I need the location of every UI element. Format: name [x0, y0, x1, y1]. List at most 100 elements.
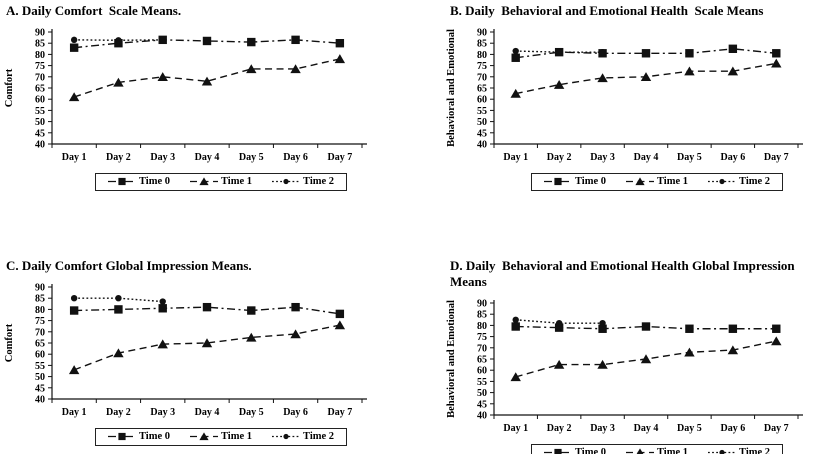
x-tick-label: Day 6 — [720, 152, 745, 163]
time-1-marker — [684, 347, 695, 357]
panel-a-legend-row: Time 0 Time 1 Time 2 — [4, 173, 412, 191]
time-2-marker — [555, 48, 563, 56]
y-tick-label: 85 — [35, 39, 45, 50]
panel-d-legend: Time 0 Time 1 Time 2 — [530, 444, 784, 454]
x-tick-label: Day 1 — [503, 423, 528, 434]
time-1-marker — [246, 64, 257, 74]
square-legend-marker-icon — [543, 177, 572, 186]
time-1-marker — [684, 66, 695, 76]
time-0-marker — [291, 302, 300, 312]
time-1-marker — [157, 339, 168, 349]
y-tick-label: 75 — [477, 61, 487, 72]
time-0-marker — [511, 322, 520, 331]
y-tick-label: 40 — [35, 395, 45, 406]
time-2-marker — [115, 295, 122, 302]
y-tick-label: 85 — [477, 39, 487, 50]
panel-d-title: D. Daily Behavioral and Emotional Health… — [450, 258, 798, 289]
legend-marker-glyph — [199, 177, 209, 186]
y-tick-label: 40 — [477, 140, 487, 151]
y-tick-label: 45 — [35, 128, 45, 139]
legend-marker-glyph — [635, 177, 645, 186]
legend-label: Time 0 — [574, 447, 606, 454]
time-0-marker — [685, 49, 694, 58]
time-1-marker — [771, 336, 782, 346]
legend-item-time-1: Time 1 — [189, 431, 252, 442]
time-0-marker — [247, 37, 256, 47]
legend-label: Time 0 — [138, 431, 170, 442]
time-1-marker — [771, 58, 782, 68]
x-tick-label: Day 7 — [764, 152, 789, 163]
legend-label: Time 2 — [303, 431, 335, 442]
y-tick-label: 50 — [477, 388, 487, 399]
time-2-marker — [70, 36, 78, 44]
y-tick-label: 50 — [477, 117, 487, 128]
y-tick-label: 90 — [477, 299, 487, 310]
y-tick-label: 90 — [477, 28, 487, 39]
panel-d-legend-row: Time 0 Time 1 Time 2 — [440, 444, 825, 454]
panel-b-line-chart: 40 45 50 55 60 65 70 75 80 85 90 Day 1 Day 2 Day 3 Day… — [440, 24, 822, 170]
y-tick-label: 70 — [477, 72, 487, 83]
legend-label: Time 0 — [138, 176, 170, 187]
time-2-marker — [159, 298, 166, 305]
time-0-marker — [772, 324, 781, 333]
y-tick-label: 40 — [477, 411, 487, 422]
panel-c-line-chart: 40 45 50 55 60 65 70 75 80 85 90 Day 1 Day 2 Day 3 Day… — [4, 279, 386, 425]
y-tick-label: 90 — [35, 28, 45, 39]
x-tick-label: Day 7 — [327, 152, 352, 163]
x-tick-label: Day 2 — [106, 407, 131, 418]
time-2-marker — [115, 37, 122, 44]
y-tick-label: 60 — [477, 366, 487, 377]
panel-b-legend-row: Time 0 Time 1 Time 2 — [440, 173, 825, 191]
time-1-marker — [290, 329, 301, 339]
x-tick-label: Day 1 — [62, 407, 87, 418]
y-tick-label: 75 — [35, 316, 45, 327]
x-tick-label: Day 5 — [239, 152, 264, 163]
y-tick-label: 60 — [35, 95, 45, 106]
y-tick-label: 40 — [35, 140, 45, 151]
legend-marker-glyph — [118, 177, 126, 186]
x-tick-label: Day 4 — [195, 152, 220, 163]
y-tick-label: 55 — [477, 377, 487, 388]
panel-d: D. Daily Behavioral and Emotional Health… — [412, 227, 825, 454]
legend-label: Time 2 — [739, 176, 771, 187]
legend-marker-glyph — [636, 448, 644, 454]
legend-label: Time 1 — [656, 176, 688, 187]
time-1-marker — [553, 79, 565, 89]
y-tick-label: 80 — [477, 321, 487, 332]
time-1-marker — [640, 72, 652, 81]
time-1-marker — [113, 348, 124, 358]
time-0-marker — [202, 36, 212, 46]
panel-a: A. Daily Comfort Scale Means. 40 45 50 55 60… — [0, 0, 412, 227]
x-tick-label: Day 6 — [283, 407, 308, 418]
legend-item-time-0: Time 0 — [107, 431, 170, 442]
time-0-marker — [69, 43, 79, 52]
y-tick-label: 45 — [35, 383, 45, 394]
time-1-marker — [68, 365, 80, 375]
y-tick-label: 60 — [477, 95, 487, 106]
legend-marker-glyph — [118, 432, 126, 441]
time-2-marker — [70, 295, 78, 302]
x-tick-label: Day 2 — [547, 423, 572, 434]
panel-d-line-chart: 40 45 50 55 60 65 70 75 80 85 90 Day 1 Day 2 Day 3 Day… — [440, 295, 822, 441]
series-line-time-1 — [73, 324, 340, 371]
legend-item-time-2: Time 2 — [272, 431, 334, 442]
y-tick-label: 45 — [477, 399, 487, 410]
time-0-marker — [685, 324, 694, 333]
time-1-marker — [510, 88, 521, 98]
time-0-marker — [335, 309, 345, 319]
time-0-marker — [641, 49, 651, 58]
x-tick-label: Day 6 — [720, 423, 745, 434]
time-0-marker — [511, 53, 520, 62]
y-tick-label: 70 — [35, 72, 45, 83]
legend-label: Time 1 — [220, 176, 252, 187]
y-tick-label: 55 — [35, 361, 45, 372]
time-0-marker — [554, 323, 564, 332]
time-1-marker — [640, 354, 652, 364]
time-1-marker — [246, 332, 257, 342]
panel-c: C. Daily Comfort Global Impression Means… — [0, 227, 412, 454]
legend-label: Time 2 — [739, 447, 771, 454]
square-legend-marker-icon — [543, 448, 572, 454]
legend-item-time-0: Time 0 — [543, 176, 606, 187]
